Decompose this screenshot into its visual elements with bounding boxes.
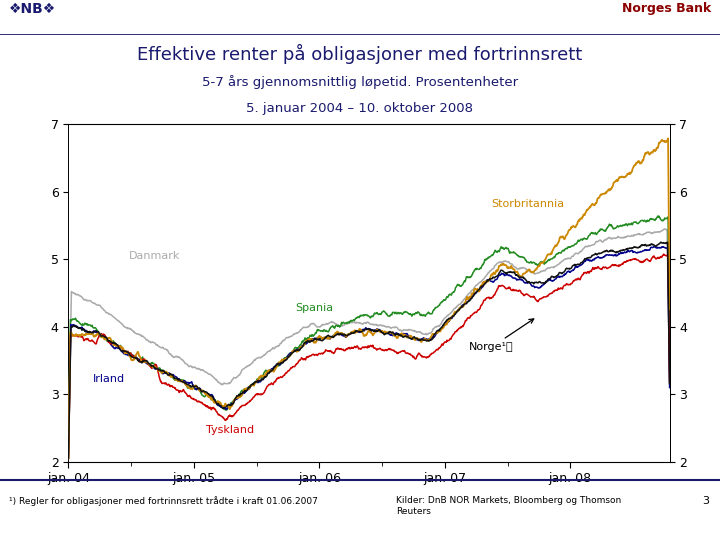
- Text: Danmark: Danmark: [129, 251, 180, 261]
- Text: Effektive renter på obligasjoner med fortrinnsrett: Effektive renter på obligasjoner med for…: [138, 43, 582, 64]
- Text: ¹) Regler for obligasjoner med fortrinnsrett trådte i kraft 01.06.2007: ¹) Regler for obligasjoner med fortrinns…: [9, 496, 318, 506]
- Text: Tyskland: Tyskland: [206, 424, 254, 435]
- Text: Norge¹⧩: Norge¹⧩: [469, 319, 534, 352]
- Text: Kilder: DnB NOR Markets, Bloomberg og Thomson
Reuters: Kilder: DnB NOR Markets, Bloomberg og Th…: [396, 496, 621, 516]
- Text: 5. januar 2004 – 10. oktober 2008: 5. januar 2004 – 10. oktober 2008: [246, 102, 474, 115]
- Text: 3: 3: [702, 496, 709, 507]
- Text: Irland: Irland: [92, 374, 125, 384]
- Text: 5-7 års gjennomsnittlig løpetid. Prosentenheter: 5-7 års gjennomsnittlig løpetid. Prosent…: [202, 75, 518, 89]
- Text: Storbritannia: Storbritannia: [491, 199, 564, 208]
- Text: Norges Bank: Norges Bank: [622, 2, 711, 15]
- Text: Spania: Spania: [295, 303, 333, 313]
- Text: ❖NB❖: ❖NB❖: [9, 2, 56, 16]
